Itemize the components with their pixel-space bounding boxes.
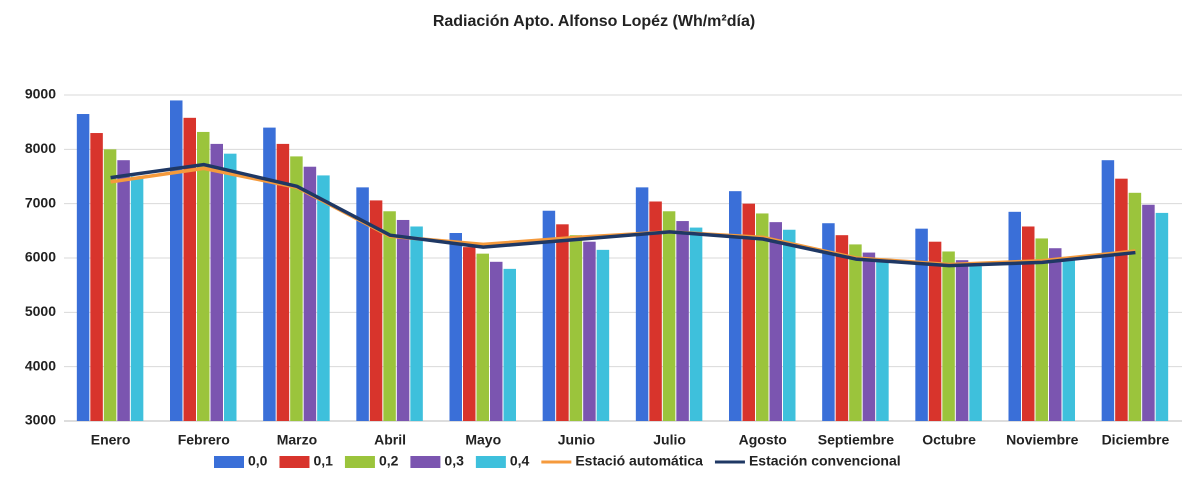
bar: [862, 252, 876, 421]
bar: [542, 210, 556, 421]
x-tick-label: Noviembre: [1006, 432, 1079, 448]
bar: [676, 221, 689, 421]
bar: [729, 191, 742, 421]
bar: [942, 251, 955, 421]
legend-swatch: [344, 456, 375, 468]
bar: [1128, 192, 1142, 421]
bar: [449, 233, 462, 421]
bar: [556, 224, 569, 421]
legend-label: 0,1: [313, 453, 333, 469]
bar: [742, 203, 755, 421]
x-tick-label: Febrero: [178, 432, 230, 448]
x-tick-label: Marzo: [277, 432, 317, 448]
bar: [103, 149, 117, 422]
bar: [583, 241, 596, 421]
x-tick-label: Mayo: [465, 432, 501, 448]
bar: [1049, 248, 1062, 421]
bar: [1062, 256, 1075, 421]
legend-swatch: [410, 456, 441, 468]
bar: [1115, 178, 1128, 421]
bar: [649, 201, 662, 421]
bar: [317, 175, 330, 421]
bar: [383, 211, 396, 421]
bar: [569, 235, 583, 421]
legend-label: 0,3: [444, 453, 464, 469]
bar: [183, 117, 196, 421]
x-tick-label: Septiembre: [818, 432, 894, 448]
bar: [356, 187, 369, 421]
bar: [1008, 211, 1021, 421]
x-tick-label: Diciembre: [1102, 432, 1170, 448]
y-tick-label: 3000: [25, 412, 56, 428]
bar: [463, 247, 476, 421]
legend-label: 0,2: [379, 453, 399, 469]
bar: [117, 160, 130, 421]
legend-label: Estación convencional: [749, 453, 901, 469]
bar: [915, 228, 928, 421]
legend-label: 0,4: [510, 453, 530, 469]
bar: [822, 223, 835, 421]
bar: [689, 227, 703, 421]
bar: [170, 100, 183, 421]
x-tick-label: Octubre: [922, 432, 976, 448]
line-series: [110, 162, 1136, 268]
x-tick-label: Junio: [558, 432, 595, 448]
bar: [835, 235, 849, 421]
y-tick-label: 5000: [25, 303, 56, 319]
bar: [490, 261, 503, 421]
bar: [276, 143, 290, 421]
legend-swatch: [475, 456, 506, 468]
bar: [210, 143, 223, 421]
bar: [756, 213, 769, 421]
chart-title: Radiación Apto. Alfonso Lopéz (Wh/m²día): [433, 13, 755, 30]
bar: [410, 226, 423, 421]
legend-label: 0,0: [248, 453, 268, 469]
y-tick-label: 4000: [25, 357, 56, 373]
bar: [1101, 160, 1115, 421]
bar: [130, 176, 144, 421]
x-tick-label: Agosto: [739, 432, 787, 448]
bar: [1035, 238, 1048, 421]
bar: [224, 153, 237, 421]
bar: [90, 133, 103, 422]
legend-label: Estació automática: [575, 453, 703, 469]
x-tick-label: Abril: [374, 432, 406, 448]
bar: [369, 200, 383, 421]
bar: [662, 211, 676, 421]
legend-swatch: [279, 456, 310, 468]
bar: [303, 166, 317, 421]
bar: [876, 259, 889, 421]
bar: [503, 268, 516, 421]
y-tick-label: 6000: [25, 249, 56, 265]
bar: [1142, 204, 1155, 421]
bar: [1022, 226, 1035, 421]
bar: [928, 241, 942, 421]
bar: [1155, 212, 1169, 421]
y-tick-label: 9000: [25, 86, 56, 102]
bar: [197, 131, 210, 422]
y-tick-label: 7000: [25, 194, 56, 210]
x-tick-label: Enero: [91, 432, 131, 448]
bar: [596, 249, 610, 421]
bar: [849, 244, 862, 421]
bar: [290, 156, 303, 421]
legend-swatch: [214, 456, 244, 468]
bar: [76, 114, 90, 422]
bar: [969, 266, 982, 421]
bar: [396, 219, 410, 421]
bar: [635, 187, 649, 421]
bar: [783, 229, 796, 421]
bar: [476, 253, 489, 421]
bar: [769, 222, 782, 421]
x-tick-label: Julio: [653, 432, 686, 448]
y-tick-label: 8000: [25, 140, 56, 156]
bar: [263, 127, 276, 421]
bar: [955, 260, 969, 421]
